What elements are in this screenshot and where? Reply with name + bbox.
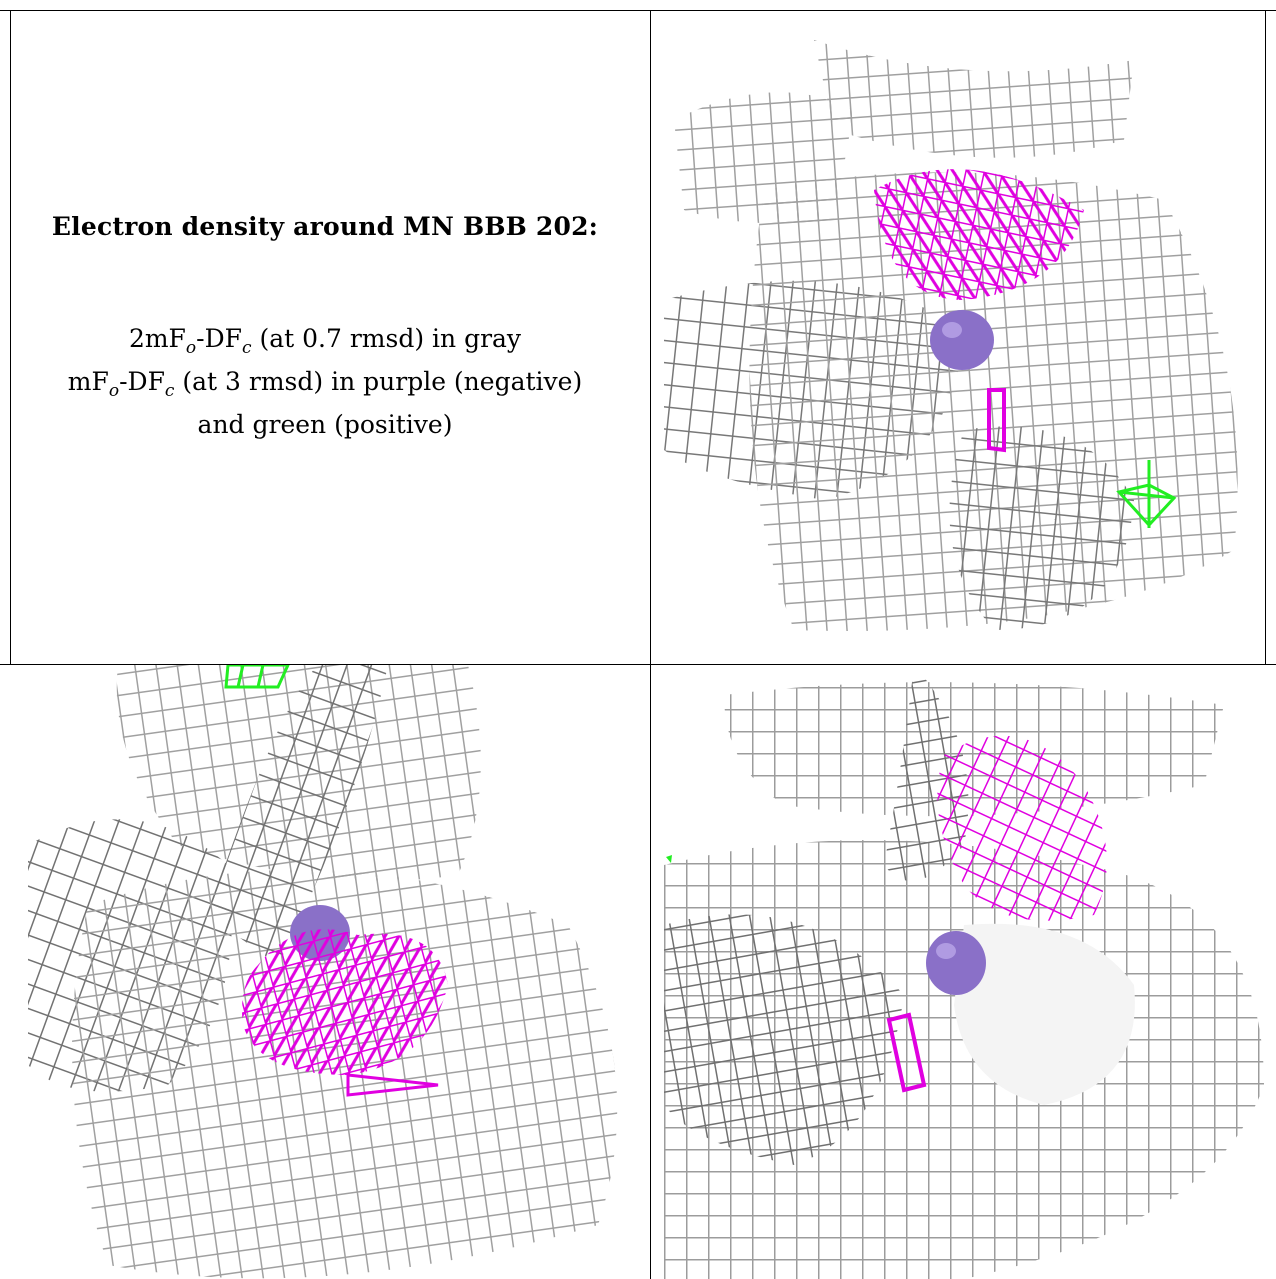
center-divider xyxy=(650,10,651,1279)
density-panel-bottom-right xyxy=(664,665,1264,1279)
legend-title: Electron density around MN BBB 202: xyxy=(51,212,599,241)
density-mesh-view-icon xyxy=(664,40,1238,631)
left-border xyxy=(10,10,11,664)
legend-line-green: and green (positive) xyxy=(197,410,453,439)
density-panel-top-right xyxy=(664,30,1264,638)
middle-divider xyxy=(0,664,1276,665)
top-border xyxy=(0,10,1276,11)
density-mesh-view-icon xyxy=(664,665,1264,1279)
legend-panel: Electron density around MN BBB 202: 2mFo… xyxy=(0,0,650,664)
legend-line-difference: mFo-DFc (at 3 rmsd) in purple (negative) xyxy=(67,367,583,401)
legend-line-gray: 2mFo-DFc (at 0.7 rmsd) in gray xyxy=(128,324,522,358)
density-mesh-view-icon xyxy=(28,665,618,1279)
right-border xyxy=(1265,10,1266,664)
density-panel-bottom-left xyxy=(28,665,638,1279)
legend-text: 2mFo-DFc (at 0.7 rmsd) in gray mFo-DFc (… xyxy=(0,322,650,442)
